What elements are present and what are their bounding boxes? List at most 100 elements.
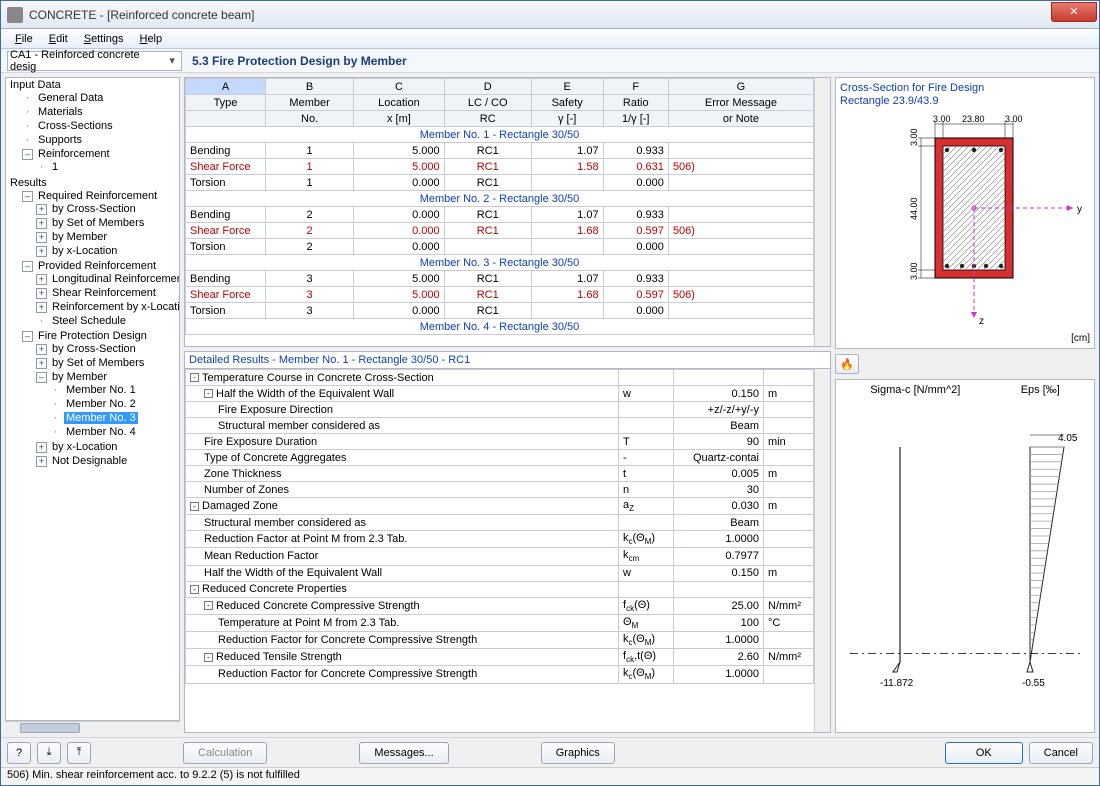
fire-toggle-button[interactable]: 🔥 — [835, 354, 859, 374]
expander-icon[interactable]: + — [36, 358, 47, 369]
menu-file[interactable]: File — [7, 31, 41, 47]
col-letter[interactable]: G — [668, 79, 813, 95]
detail-row[interactable]: Reduction Factor at Point M from 2.3 Tab… — [186, 531, 814, 548]
tree-item[interactable]: Member No. 2 — [64, 398, 138, 410]
detail-row[interactable]: -Reduced Concrete Properties — [186, 581, 814, 597]
col-letter[interactable]: B — [266, 79, 354, 95]
table-row[interactable]: Bending20.000RC11.070.933 — [186, 207, 814, 223]
collapse-icon[interactable]: - — [204, 389, 213, 398]
tree-fire[interactable]: Fire Protection Design — [36, 330, 149, 342]
import-button[interactable]: ⤓ — [37, 742, 61, 764]
tree-item[interactable]: Materials — [36, 106, 85, 118]
table-row[interactable]: Torsion20.0000.000 — [186, 239, 814, 255]
detail-row[interactable]: Fire Exposure Direction+z/-z/+y/-y — [186, 402, 814, 418]
col-letter[interactable]: F — [603, 79, 668, 95]
help-button[interactable]: ? — [7, 742, 31, 764]
messages-button[interactable]: Messages... — [359, 742, 448, 764]
results-table[interactable]: ABCDEFGTypeMemberLocationLC / COSafetyRa… — [184, 77, 831, 347]
expander-icon[interactable]: + — [36, 274, 47, 285]
expander-icon[interactable]: + — [36, 232, 47, 243]
tree-reinforcement[interactable]: Reinforcement — [36, 148, 112, 160]
collapse-icon[interactable]: - — [204, 653, 213, 662]
collapse-icon[interactable]: - — [190, 373, 199, 382]
expander-icon[interactable]: + — [36, 456, 47, 467]
tree-provided-reinf[interactable]: Provided Reinforcement — [36, 260, 158, 272]
tree-item[interactable]: Longitudinal Reinforcement — [50, 273, 180, 285]
table-row[interactable]: Bending35.000RC11.070.933 — [186, 271, 814, 287]
ok-button[interactable]: OK — [945, 742, 1023, 764]
tree-input-data[interactable]: Input Data — [8, 79, 63, 91]
col-letter[interactable]: E — [531, 79, 603, 95]
tree-item[interactable]: Member No. 3 — [64, 412, 138, 424]
detail-row[interactable]: Half the Width of the Equivalent Wallw0.… — [186, 565, 814, 581]
table-row[interactable]: Torsion10.000RC10.000 — [186, 175, 814, 191]
expander-icon[interactable]: + — [36, 344, 47, 355]
table-row[interactable]: Shear Force20.000RC11.680.597506) — [186, 223, 814, 239]
detail-row[interactable]: Type of Concrete Aggregates-Quartz-conta… — [186, 450, 814, 466]
table-row[interactable]: Torsion30.000RC10.000 — [186, 303, 814, 319]
tree-item[interactable]: by Member — [50, 231, 109, 243]
detail-row[interactable]: Structural member considered asBeam — [186, 418, 814, 434]
detail-row[interactable]: Zone Thicknesst0.005m — [186, 466, 814, 482]
expander-icon[interactable]: + — [36, 246, 47, 257]
titlebar[interactable]: CONCRETE - [Reinforced concrete beam] ✕ — [1, 1, 1099, 29]
expander-icon[interactable]: + — [36, 442, 47, 453]
detail-row[interactable]: -Half the Width of the Equivalent Wallw0… — [186, 386, 814, 402]
table-row[interactable]: Shear Force35.000RC11.680.597506) — [186, 287, 814, 303]
tree-item[interactable]: by Set of Members — [50, 217, 146, 229]
tree-item[interactable]: Steel Schedule — [50, 315, 128, 327]
detail-table[interactable]: -Temperature Course in Concrete Cross-Se… — [185, 369, 814, 732]
expander-icon[interactable]: + — [36, 204, 47, 215]
tree-item[interactable]: Member No. 1 — [64, 384, 138, 396]
tree-item[interactable]: General Data — [36, 92, 105, 104]
export-button[interactable]: ⤒ — [67, 742, 91, 764]
detail-row[interactable]: -Temperature Course in Concrete Cross-Se… — [186, 370, 814, 386]
expander-icon[interactable]: – — [36, 372, 47, 383]
tree-item[interactable]: Cross-Sections — [36, 120, 115, 132]
close-button[interactable]: ✕ — [1051, 2, 1097, 22]
table-row[interactable]: Shear Force15.000RC11.580.631506) — [186, 159, 814, 175]
expander-icon[interactable]: – — [22, 191, 33, 202]
tree-item[interactable]: Reinforcement by x-Location — [50, 301, 180, 313]
detail-row[interactable]: -Reduced Tensile Strengthfck,t(Θ)2.60N/m… — [186, 649, 814, 666]
tree-item[interactable]: Supports — [36, 134, 84, 146]
tree-not-designable[interactable]: Not Designable — [50, 455, 129, 467]
table-row[interactable]: Bending15.000RC11.070.933 — [186, 143, 814, 159]
detail-row[interactable]: -Reduced Concrete Compressive Strengthfc… — [186, 597, 814, 614]
detail-row[interactable]: Number of Zonesn30 — [186, 482, 814, 498]
tree-item[interactable]: by x-Location — [50, 245, 119, 257]
tree-reinf-1[interactable]: 1 — [50, 161, 60, 173]
cancel-button[interactable]: Cancel — [1029, 742, 1093, 764]
navigation-tree[interactable]: Input Data ·General Data·Materials·Cross… — [5, 77, 180, 721]
expander-icon[interactable]: + — [36, 218, 47, 229]
vscroll[interactable] — [814, 78, 830, 346]
tree-results[interactable]: Results — [8, 177, 49, 189]
menubar[interactable]: File Edit Settings Help — [1, 29, 1099, 49]
tree-fire-set[interactable]: by Set of Members — [50, 357, 146, 369]
detail-row[interactable]: Fire Exposure DurationT90min — [186, 434, 814, 450]
tree-fire-cs[interactable]: by Cross-Section — [50, 343, 138, 355]
col-letter[interactable]: A — [186, 79, 266, 95]
detail-row[interactable]: -Damaged ZoneaZ0.030m — [186, 498, 814, 515]
tree-item[interactable]: by Cross-Section — [50, 203, 138, 215]
tree-item[interactable]: Member No. 4 — [64, 426, 138, 438]
detail-row[interactable]: Structural member considered asBeam — [186, 515, 814, 531]
detail-row[interactable]: Mean Reduction Factorkcm0.7977 — [186, 548, 814, 565]
detail-row[interactable]: Reduction Factor for Concrete Compressiv… — [186, 666, 814, 683]
expander-icon[interactable]: – — [22, 261, 33, 272]
tree-fire-xloc[interactable]: by x-Location — [50, 441, 119, 453]
collapse-icon[interactable]: - — [190, 502, 199, 511]
expander-icon[interactable]: – — [22, 149, 33, 160]
menu-settings[interactable]: Settings — [76, 31, 132, 47]
tree-hscroll[interactable] — [5, 721, 180, 733]
expander-icon[interactable]: – — [22, 331, 33, 342]
tree-item[interactable]: Shear Reinforcement — [50, 287, 158, 299]
expander-icon[interactable]: + — [36, 302, 47, 313]
calculation-button[interactable]: Calculation — [183, 742, 267, 764]
expander-icon[interactable]: + — [36, 288, 47, 299]
graphics-button[interactable]: Graphics — [541, 742, 615, 764]
tree-required-reinf[interactable]: Required Reinforcement — [36, 190, 159, 202]
col-letter[interactable]: C — [354, 79, 444, 95]
detail-row[interactable]: Temperature at Point M from 2.3 Tab.ΘM10… — [186, 614, 814, 631]
menu-edit[interactable]: Edit — [41, 31, 76, 47]
